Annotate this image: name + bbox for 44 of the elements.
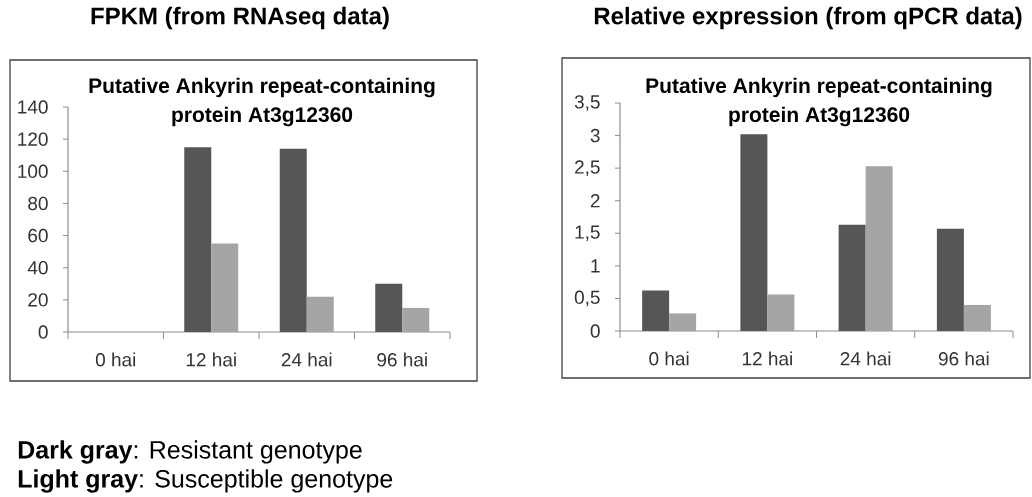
x-tick-label: 12 hai [742,351,792,366]
y-tick-label: 3 [590,128,600,143]
bar [936,228,964,331]
chart-subtitle: Putative Ankyrin repeat-containing protein At3g12360 [89,77,435,127]
y-tick-label: 40 [27,261,48,275]
bar [740,134,768,331]
x-tick-label: 24 hai [281,352,332,367]
bar [211,243,239,333]
y-tick-label: 120 [18,132,48,146]
y-tick-label: 140 [18,100,48,114]
y-tick-label: 1,5 [575,225,600,242]
chart-title: Relative expression (from qPCR data) [594,6,1022,30]
bar [963,304,991,331]
x-tick-label: 96 hai [377,352,427,367]
y-tick-label: 80 [28,196,48,211]
y-tick-label: 3,5 [574,95,600,111]
x-tick-label: 24 hai [840,351,891,366]
bar [838,224,866,331]
y-tick-label: 2 [590,194,600,208]
bar [767,294,795,331]
bar [279,148,307,333]
chart-title: FPKM (from RNAseq data) [91,6,389,30]
y-tick-label: 20 [28,293,48,307]
x-tick-label: 0 hai [95,352,136,367]
y-tick-label: 1 [591,259,600,273]
bar [375,283,403,333]
text: Light gray: Susceptible genotype [18,469,393,493]
text: Dark gray: Resistant genotype [18,440,362,464]
bar [669,313,697,331]
y-tick-label: 100 [18,164,48,179]
x-tick-label: 96 hai [938,351,989,366]
bar [642,290,670,331]
bar [865,166,893,331]
bar [184,147,212,333]
y-tick-label: 0 [38,325,48,339]
y-tick-label: 2,5 [575,160,600,176]
x-tick-label: 0 hai [649,351,689,366]
bar [306,296,334,333]
x-tick-label: 12 hai [186,352,236,367]
y-tick-label: 60 [28,228,48,243]
bar [402,307,430,333]
y-tick-label: 0 [590,324,600,338]
y-tick-label: 0,5 [574,290,600,307]
chart-subtitle: Putative Ankyrin repeat-containing protein At3g12360 [646,77,992,127]
